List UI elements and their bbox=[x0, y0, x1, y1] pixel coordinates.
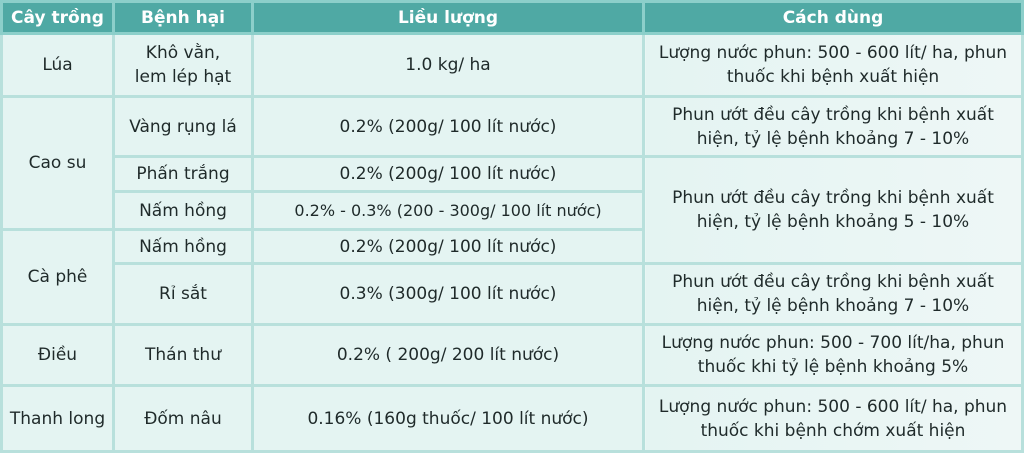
disease-cell: Nấm hồng bbox=[112, 190, 254, 231]
disease-cell: Nấm hồng bbox=[112, 228, 254, 265]
dose-cell: 0.16% (160g thuốc/ 100 lít nước) bbox=[251, 384, 645, 453]
table-row: Điều Thán thư 0.2% ( 200g/ 200 lít nước)… bbox=[0, 323, 1024, 387]
usage-cell: Phun ướt đều cây trồng khi bệnh xuất hiệ… bbox=[642, 155, 1024, 265]
dose-cell: 0.2% (200g/ 100 lít nước) bbox=[251, 155, 645, 193]
crop-cell: Cà phê bbox=[0, 228, 115, 326]
usage-cell: Phun ướt đều cây trồng khi bệnh xuất hiệ… bbox=[642, 95, 1024, 158]
disease-cell: Đốm nâu bbox=[112, 384, 254, 453]
disease-cell: Phấn trắng bbox=[112, 155, 254, 193]
dose-cell: 0.2% ( 200g/ 200 lít nước) bbox=[251, 323, 645, 387]
header-crop: Cây trồng bbox=[0, 0, 115, 35]
crop-cell: Điều bbox=[0, 323, 115, 387]
header-usage: Cách dùng bbox=[642, 0, 1024, 35]
dose-cell: 0.2% (200g/ 100 lít nước) bbox=[251, 228, 645, 265]
usage-cell: Lượng nước phun: 500 - 600 lít/ ha, phun… bbox=[642, 384, 1024, 453]
disease-cell: Vàng rụng lá bbox=[112, 95, 254, 158]
table-row: Cà phê Nấm hồng 0.2% (200g/ 100 lít nước… bbox=[0, 228, 1023, 326]
crop-cell: Cao su bbox=[0, 95, 115, 231]
header-disease: Bệnh hại bbox=[112, 0, 254, 35]
disease-cell: Thán thư bbox=[112, 323, 254, 387]
dose-cell: 0.2% (200g/ 100 lít nước) bbox=[251, 95, 645, 158]
table-row: Cao su Vàng rụng lá 0.2% (200g/ 100 lít … bbox=[0, 95, 1024, 231]
table-row: Lúa Khô vằn, lem lép hạt 1.0 kg/ ha Lượn… bbox=[0, 32, 1024, 98]
disease-cell: Khô vằn, lem lép hạt bbox=[112, 32, 254, 98]
disease-cell: Rỉ sắt bbox=[112, 262, 254, 326]
usage-cell: Phun ướt đều cây trồng khi bệnh xuất hiệ… bbox=[642, 262, 1024, 326]
header-row: Cây trồng Bệnh hại Liều lượng Cách dùng bbox=[0, 0, 1024, 35]
table-row: Rỉ sắt 0.3% (300g/ 100 lít nước) Phun ướ… bbox=[2, 262, 1024, 326]
usage-cell: Lượng nước phun: 500 - 700 lít/ha, phun … bbox=[642, 323, 1024, 387]
header-dose: Liều lượng bbox=[251, 0, 645, 35]
crop-cell: Lúa bbox=[0, 32, 115, 98]
dose-cell: 1.0 kg/ ha bbox=[251, 32, 645, 98]
table-row: Phấn trắng 0.2% (200g/ 100 lít nước) Phu… bbox=[2, 155, 1024, 265]
crop-cell: Thanh long bbox=[0, 384, 115, 453]
usage-cell: Lượng nước phun: 500 - 600 lít/ ha, phun… bbox=[642, 32, 1024, 98]
table-row: Nấm hồng 0.2% - 0.3% (200 - 300g/ 100 lí… bbox=[2, 190, 1023, 231]
table-row: Thanh long Đốm nâu 0.16% (160g thuốc/ 10… bbox=[0, 384, 1024, 453]
dose-cell: 0.3% (300g/ 100 lít nước) bbox=[251, 262, 645, 326]
dose-cell: 0.2% - 0.3% (200 - 300g/ 100 lít nước) bbox=[251, 190, 645, 231]
